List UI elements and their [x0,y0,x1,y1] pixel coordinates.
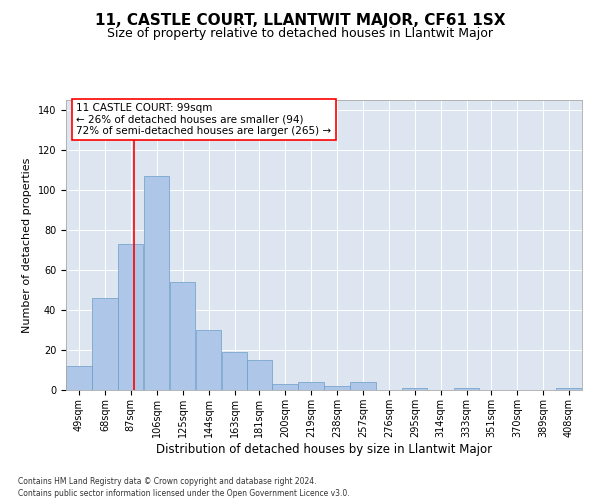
Bar [92,298,118,390]
Bar [325,386,350,390]
Text: Contains HM Land Registry data © Crown copyright and database right 2024.: Contains HM Land Registry data © Crown c… [18,478,317,486]
Bar [196,330,221,390]
X-axis label: Distribution of detached houses by size in Llantwit Major: Distribution of detached houses by size … [156,442,492,456]
Bar [298,382,323,390]
Bar [454,388,479,390]
Text: Contains public sector information licensed under the Open Government Licence v3: Contains public sector information licen… [18,489,350,498]
Bar [118,244,143,390]
Bar [556,388,581,390]
Text: 11, CASTLE COURT, LLANTWIT MAJOR, CF61 1SX: 11, CASTLE COURT, LLANTWIT MAJOR, CF61 1… [95,12,505,28]
Bar [170,282,196,390]
Bar [350,382,376,390]
Bar [247,360,272,390]
Y-axis label: Number of detached properties: Number of detached properties [22,158,32,332]
Bar [222,352,247,390]
Bar [402,388,427,390]
Bar [272,384,298,390]
Bar [67,366,92,390]
Text: 11 CASTLE COURT: 99sqm
← 26% of detached houses are smaller (94)
72% of semi-det: 11 CASTLE COURT: 99sqm ← 26% of detached… [76,103,331,136]
Text: Size of property relative to detached houses in Llantwit Major: Size of property relative to detached ho… [107,28,493,40]
Bar [144,176,169,390]
